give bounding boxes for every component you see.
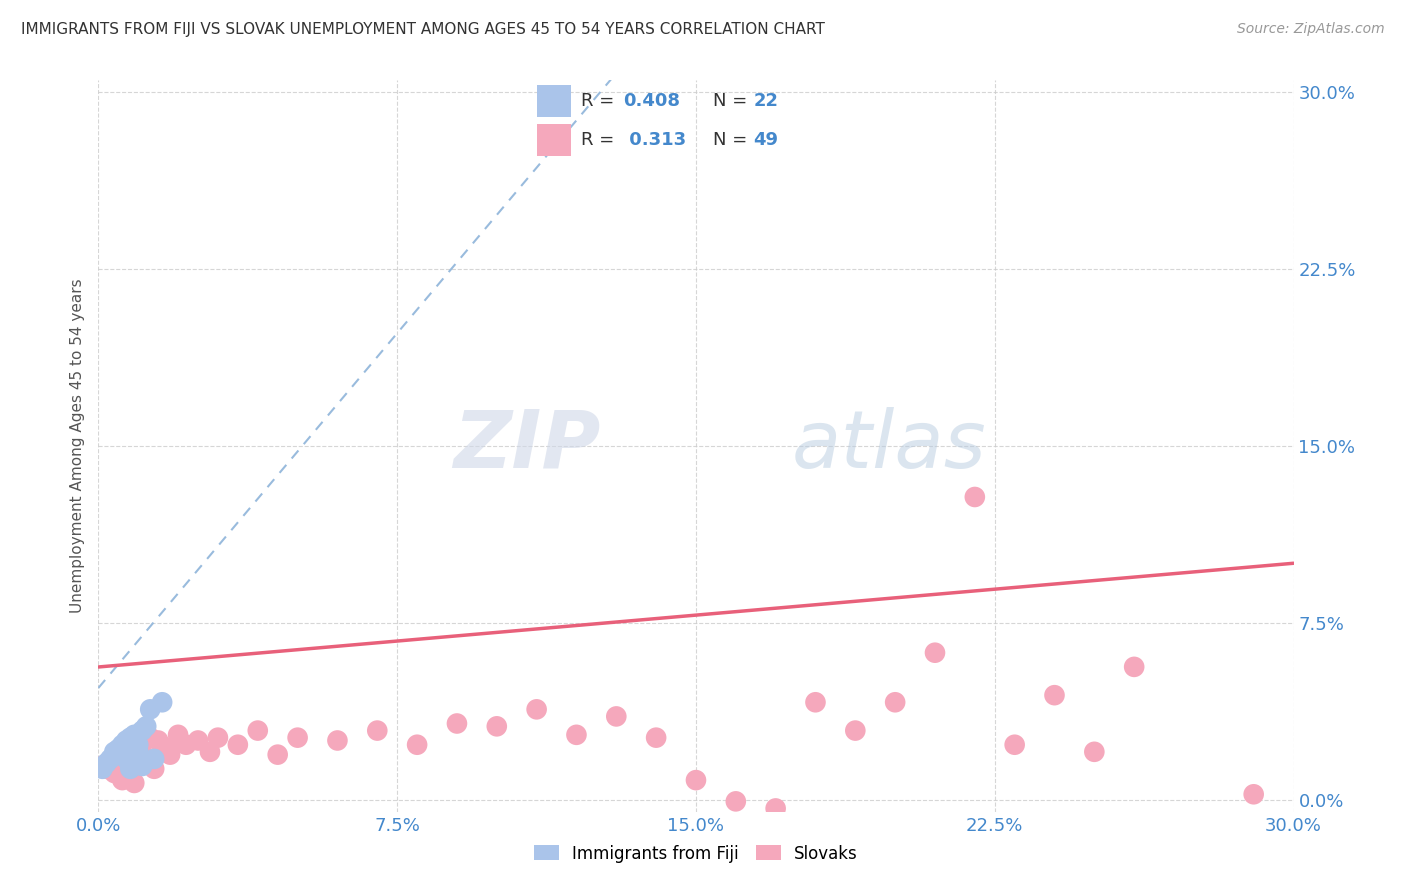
Point [287, 628, 309, 642]
Point [91, 680, 114, 694]
Point [143, 663, 166, 677]
Text: Source: ZipAtlas.com: Source: ZipAtlas.com [1237, 22, 1385, 37]
Point [1123, 509, 1146, 524]
Point [139, 581, 162, 595]
Point [91, 675, 114, 690]
Point [148, 632, 170, 647]
Point [406, 640, 429, 654]
Point [107, 663, 129, 677]
Point [139, 628, 162, 642]
Point [127, 651, 149, 665]
Point [103, 651, 125, 665]
Text: ZIP: ZIP [453, 407, 600, 485]
Point [150, 651, 173, 665]
Point [96, 680, 118, 694]
Point [605, 592, 627, 607]
Bar [537, 124, 571, 156]
Point [526, 581, 548, 595]
Legend: Immigrants from Fiji, Slovaks: Immigrants from Fiji, Slovaks [527, 838, 865, 869]
Point [96, 670, 118, 684]
Point [246, 615, 269, 630]
Point [131, 615, 153, 630]
Point [120, 628, 142, 642]
Point [127, 640, 149, 654]
Point [1083, 651, 1105, 665]
Point [98, 670, 122, 684]
Point [127, 651, 149, 665]
Point [804, 568, 827, 582]
Text: 0.408: 0.408 [623, 92, 681, 110]
Bar [537, 85, 571, 117]
Point [446, 604, 468, 618]
Point [924, 486, 946, 500]
Point [124, 656, 146, 670]
Point [1043, 557, 1066, 571]
Text: IMMIGRANTS FROM FIJI VS SLOVAK UNEMPLOYMENT AMONG AGES 45 TO 54 YEARS CORRELATIO: IMMIGRANTS FROM FIJI VS SLOVAK UNEMPLOYM… [21, 22, 825, 37]
Point [120, 680, 142, 694]
Point [120, 675, 142, 690]
Text: R =: R = [581, 131, 620, 149]
Text: 0.313: 0.313 [623, 131, 686, 149]
Point [131, 675, 153, 690]
Y-axis label: Unemployment Among Ages 45 to 54 years: Unemployment Among Ages 45 to 54 years [69, 278, 84, 614]
Point [485, 608, 508, 623]
Text: 22: 22 [754, 92, 779, 110]
Point [159, 656, 181, 670]
Point [111, 698, 134, 713]
Point [107, 647, 129, 661]
Point [267, 656, 290, 670]
Point [107, 656, 129, 670]
Point [98, 663, 122, 677]
Point [150, 568, 173, 582]
Point [226, 640, 249, 654]
Point [111, 651, 134, 665]
Point [844, 615, 866, 630]
Point [645, 628, 668, 642]
Point [167, 623, 190, 637]
Point [765, 746, 787, 760]
Point [155, 644, 177, 658]
Point [111, 640, 134, 654]
Point [963, 227, 986, 241]
Point [174, 640, 197, 654]
Point [103, 687, 125, 701]
Point [1004, 640, 1026, 654]
Point [884, 568, 907, 582]
Text: 49: 49 [754, 131, 779, 149]
Point [115, 632, 138, 647]
Point [207, 628, 229, 642]
Point [198, 651, 221, 665]
Text: N =: N = [713, 92, 752, 110]
Point [115, 656, 138, 670]
Text: N =: N = [713, 131, 752, 149]
Point [187, 632, 209, 647]
Point [124, 703, 146, 717]
Point [1243, 722, 1265, 736]
Point [124, 623, 146, 637]
Point [131, 640, 153, 654]
Point [135, 608, 157, 623]
Text: R =: R = [581, 92, 620, 110]
Point [326, 632, 349, 647]
Point [115, 663, 138, 677]
Point [135, 663, 157, 677]
Point [143, 680, 166, 694]
Point [724, 734, 747, 748]
Point [565, 623, 588, 637]
Point [366, 615, 388, 630]
Point [685, 698, 707, 713]
Text: atlas: atlas [792, 407, 987, 485]
